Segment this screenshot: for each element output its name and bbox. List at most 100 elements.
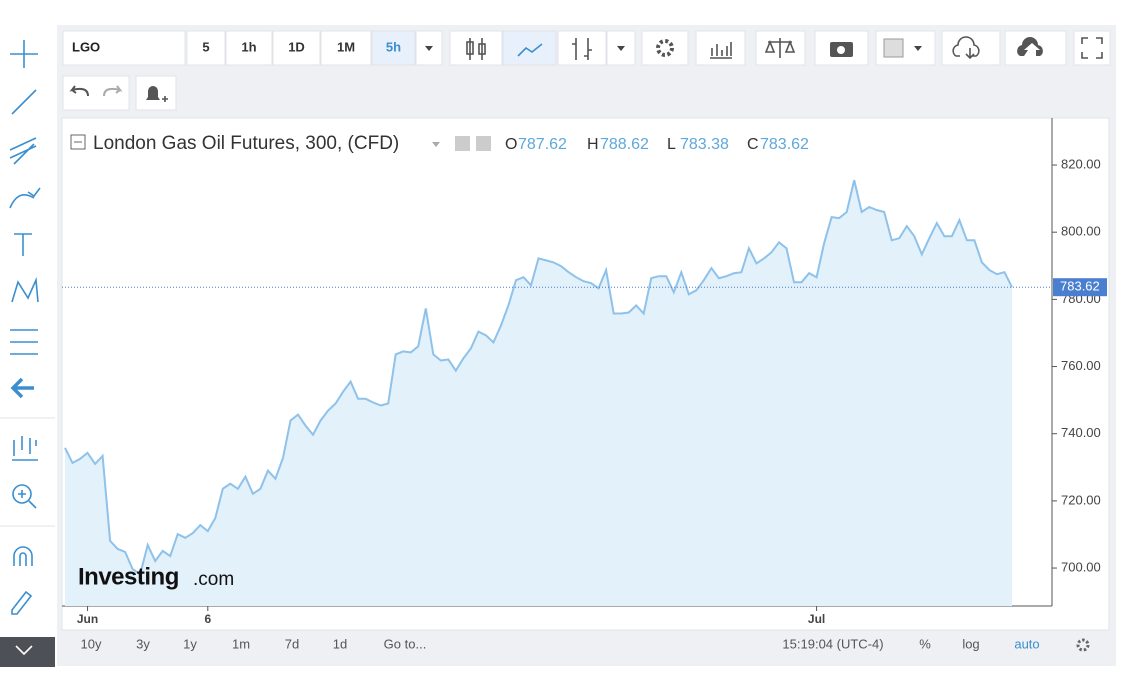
crosshair-tool[interactable]: [10, 40, 38, 68]
y-tick-label: 740.00: [1061, 425, 1101, 440]
alert-icon: [146, 86, 160, 102]
icon: [1081, 37, 1103, 59]
range-button[interactable]: 10y: [81, 636, 102, 651]
range-button[interactable]: 3y: [136, 636, 150, 651]
chevron: [15, 645, 33, 656]
bars-button[interactable]: [557, 30, 607, 66]
option-button[interactable]: auto: [1014, 636, 1039, 651]
price-label: 783.62: [1060, 279, 1100, 294]
measure-tool[interactable]: [10, 329, 38, 355]
load-button[interactable]: [941, 30, 1001, 66]
area-fill: [65, 180, 1012, 606]
symbol-box[interactable]: [62, 30, 186, 66]
caret: [425, 46, 433, 51]
lock-tool[interactable]: [11, 590, 33, 615]
redo-icon: [103, 85, 123, 97]
save-button[interactable]: [1004, 30, 1067, 66]
ohlc-value: 783.62: [760, 136, 809, 153]
range-button[interactable]: 7d: [285, 636, 299, 651]
option-button[interactable]: log: [962, 636, 979, 651]
compare-button[interactable]: [755, 30, 806, 66]
range-button[interactable]: 1m: [232, 636, 250, 651]
icon: [572, 38, 592, 60]
plot: 700.00720.00740.00760.00780.00800.00820.…: [62, 156, 1107, 626]
pattern-tool[interactable]: [11, 276, 39, 303]
y-tick-label: 820.00: [1061, 156, 1101, 171]
line-tool[interactable]: [11, 89, 37, 115]
bottom-controls: 10y 3y 1y 1m 7d 1d Go to... 15:19:04 (UTC-4)% lo…: [81, 636, 1040, 651]
ohlc-key: O: [505, 136, 517, 153]
ohlc-key: L: [667, 136, 676, 153]
line: [64, 179, 1013, 576]
watermark-brand: Investing: [78, 563, 179, 590]
intervals: 5 1h 1D 1M 5h: [186, 30, 416, 66]
bottom-settings[interactable]: [1076, 638, 1090, 652]
ohlc: O 787.62 H 788.62 L 783.38 C 783.62: [505, 136, 809, 153]
y-tick-label: 720.00: [1061, 492, 1101, 507]
y-tick-label: 760.00: [1061, 358, 1101, 373]
icon: [517, 43, 543, 57]
zoom-plus: [18, 490, 37, 509]
fib-tool[interactable]: [9, 137, 37, 165]
tool-buttons: [449, 30, 1111, 66]
ohlc-key: C: [747, 136, 759, 153]
indicators-tool[interactable]: [12, 436, 38, 461]
icon: [478, 43, 486, 55]
indicators-button[interactable]: [695, 30, 746, 66]
zoom-tool[interactable]: [12, 484, 32, 504]
ohlc-value: 783.38: [680, 136, 729, 153]
price-label-bg: [1053, 278, 1107, 297]
collapse-button[interactable]: [0, 637, 55, 667]
ohlc-value: 787.62: [518, 136, 567, 153]
range-button[interactable]: 1y: [183, 636, 197, 651]
undo-icon: [69, 85, 89, 97]
magnet-tool[interactable]: [13, 546, 33, 566]
legend-settings[interactable]: [476, 136, 491, 151]
candles-button[interactable]: [449, 30, 503, 66]
text-tool[interactable]: [14, 233, 32, 256]
x-tick-label: Jul: [808, 612, 825, 626]
interval-label: 1D: [288, 39, 305, 54]
icon: [837, 46, 845, 54]
interval-button[interactable]: [272, 30, 321, 66]
caret: [617, 46, 625, 51]
undo-redo[interactable]: [62, 75, 130, 111]
interval-label: 5h: [386, 39, 401, 54]
y-tick-label: 800.00: [1061, 224, 1101, 239]
interval-label: 1h: [241, 39, 256, 54]
interval-label: 5: [202, 39, 209, 54]
settings-button[interactable]: [641, 30, 689, 66]
icon: [710, 42, 732, 59]
legend-eye[interactable]: [455, 136, 470, 151]
ohlc-key: H: [587, 136, 599, 153]
icon: [466, 41, 474, 55]
icon: [764, 38, 796, 58]
ohlc-value: 788.62: [600, 136, 649, 153]
icon: [883, 38, 904, 58]
symbol: LGO: [72, 39, 100, 54]
x-tick-label: 6: [204, 612, 211, 626]
alert-plus: [162, 96, 168, 102]
caret: [914, 46, 922, 51]
icon: [952, 36, 980, 60]
watermark-suffix: .com: [193, 569, 234, 590]
interval-button[interactable]: [225, 30, 273, 66]
legend-title: London Gas Oil Futures, 300, (CFD): [93, 133, 399, 154]
back-tool[interactable]: [10, 377, 34, 399]
goto-button[interactable]: Go to...: [384, 636, 427, 651]
caret: [432, 142, 440, 147]
range-button[interactable]: 1d: [333, 636, 347, 651]
icon: [1017, 37, 1043, 56]
y-tick-label: 700.00: [1061, 559, 1101, 574]
interval-button[interactable]: [186, 30, 226, 66]
interval-label: 1M: [337, 39, 355, 54]
interval-button[interactable]: [320, 30, 372, 66]
interval-button[interactable]: [371, 30, 416, 66]
brush-tool[interactable]: [9, 187, 41, 209]
icon: [656, 39, 674, 57]
fullscreen-button[interactable]: [1073, 30, 1111, 66]
area-button[interactable]: [502, 30, 557, 66]
option-button[interactable]: %: [919, 636, 931, 651]
clock: 15:19:04 (UTC-4): [782, 636, 883, 651]
